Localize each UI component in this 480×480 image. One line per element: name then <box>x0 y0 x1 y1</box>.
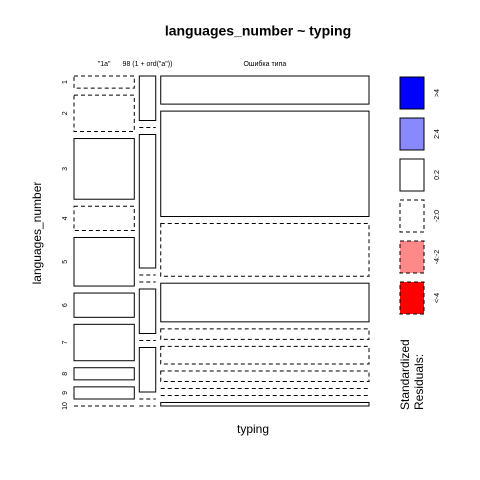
mosaic-cell <box>160 345 370 365</box>
mosaic-cell <box>73 323 135 362</box>
mosaic-cell <box>73 292 135 318</box>
mosaic-cell <box>160 110 370 217</box>
column-label: Ошибка типа <box>243 60 286 68</box>
legend-label: 0:2 <box>434 170 441 180</box>
mosaic-cell <box>160 370 370 382</box>
legend-label: -4:-2 <box>434 250 441 265</box>
legend-swatch <box>399 117 425 151</box>
row-label: 10 <box>62 402 69 410</box>
column-label: 98 (1 + ord("a")) <box>123 61 173 68</box>
mosaic-cell <box>73 75 135 89</box>
x-axis-title: typing <box>237 422 269 436</box>
mosaic-cell <box>73 386 135 400</box>
row-label: 9 <box>62 391 69 395</box>
chart-title: languages_number ~ typing <box>165 23 351 39</box>
column-label: "1a" <box>98 61 111 68</box>
mosaic-cell <box>138 347 157 393</box>
row-label: 8 <box>62 372 69 376</box>
row-label: 1 <box>62 80 69 84</box>
legend-title: Residuals: <box>412 354 426 410</box>
y-axis-title: languages_number <box>30 182 44 285</box>
mosaic-cell <box>73 367 135 381</box>
row-label: 3 <box>62 167 69 171</box>
mosaic-cell <box>73 237 135 287</box>
mosaic-cell <box>160 223 370 277</box>
legend-label: -2:0 <box>434 210 441 222</box>
row-label: 2 <box>62 111 69 115</box>
legend-label: 2:4 <box>434 129 441 139</box>
mosaic-cell <box>73 94 135 133</box>
mosaic-cell <box>73 205 135 232</box>
mosaic-cell <box>160 75 370 105</box>
row-label: 4 <box>62 216 69 220</box>
mosaic-cell <box>138 288 157 334</box>
mosaic-cell <box>160 401 370 407</box>
row-label: 6 <box>62 303 69 307</box>
mosaic-cell <box>138 134 157 269</box>
mosaic-cell <box>160 282 370 323</box>
row-label: 7 <box>62 340 69 344</box>
mosaic-cell <box>160 328 370 340</box>
row-label: 5 <box>62 260 69 264</box>
mosaic-cell <box>138 75 157 121</box>
mosaic-cell <box>73 138 135 200</box>
legend-swatch <box>399 199 425 233</box>
legend-swatch <box>399 240 425 274</box>
legend-label: <-4 <box>434 293 441 303</box>
legend-swatch <box>399 281 425 315</box>
legend-swatch <box>399 76 425 110</box>
legend-label: >4 <box>434 89 441 97</box>
legend-swatch <box>399 158 425 192</box>
legend-title: Standardized <box>398 339 412 410</box>
